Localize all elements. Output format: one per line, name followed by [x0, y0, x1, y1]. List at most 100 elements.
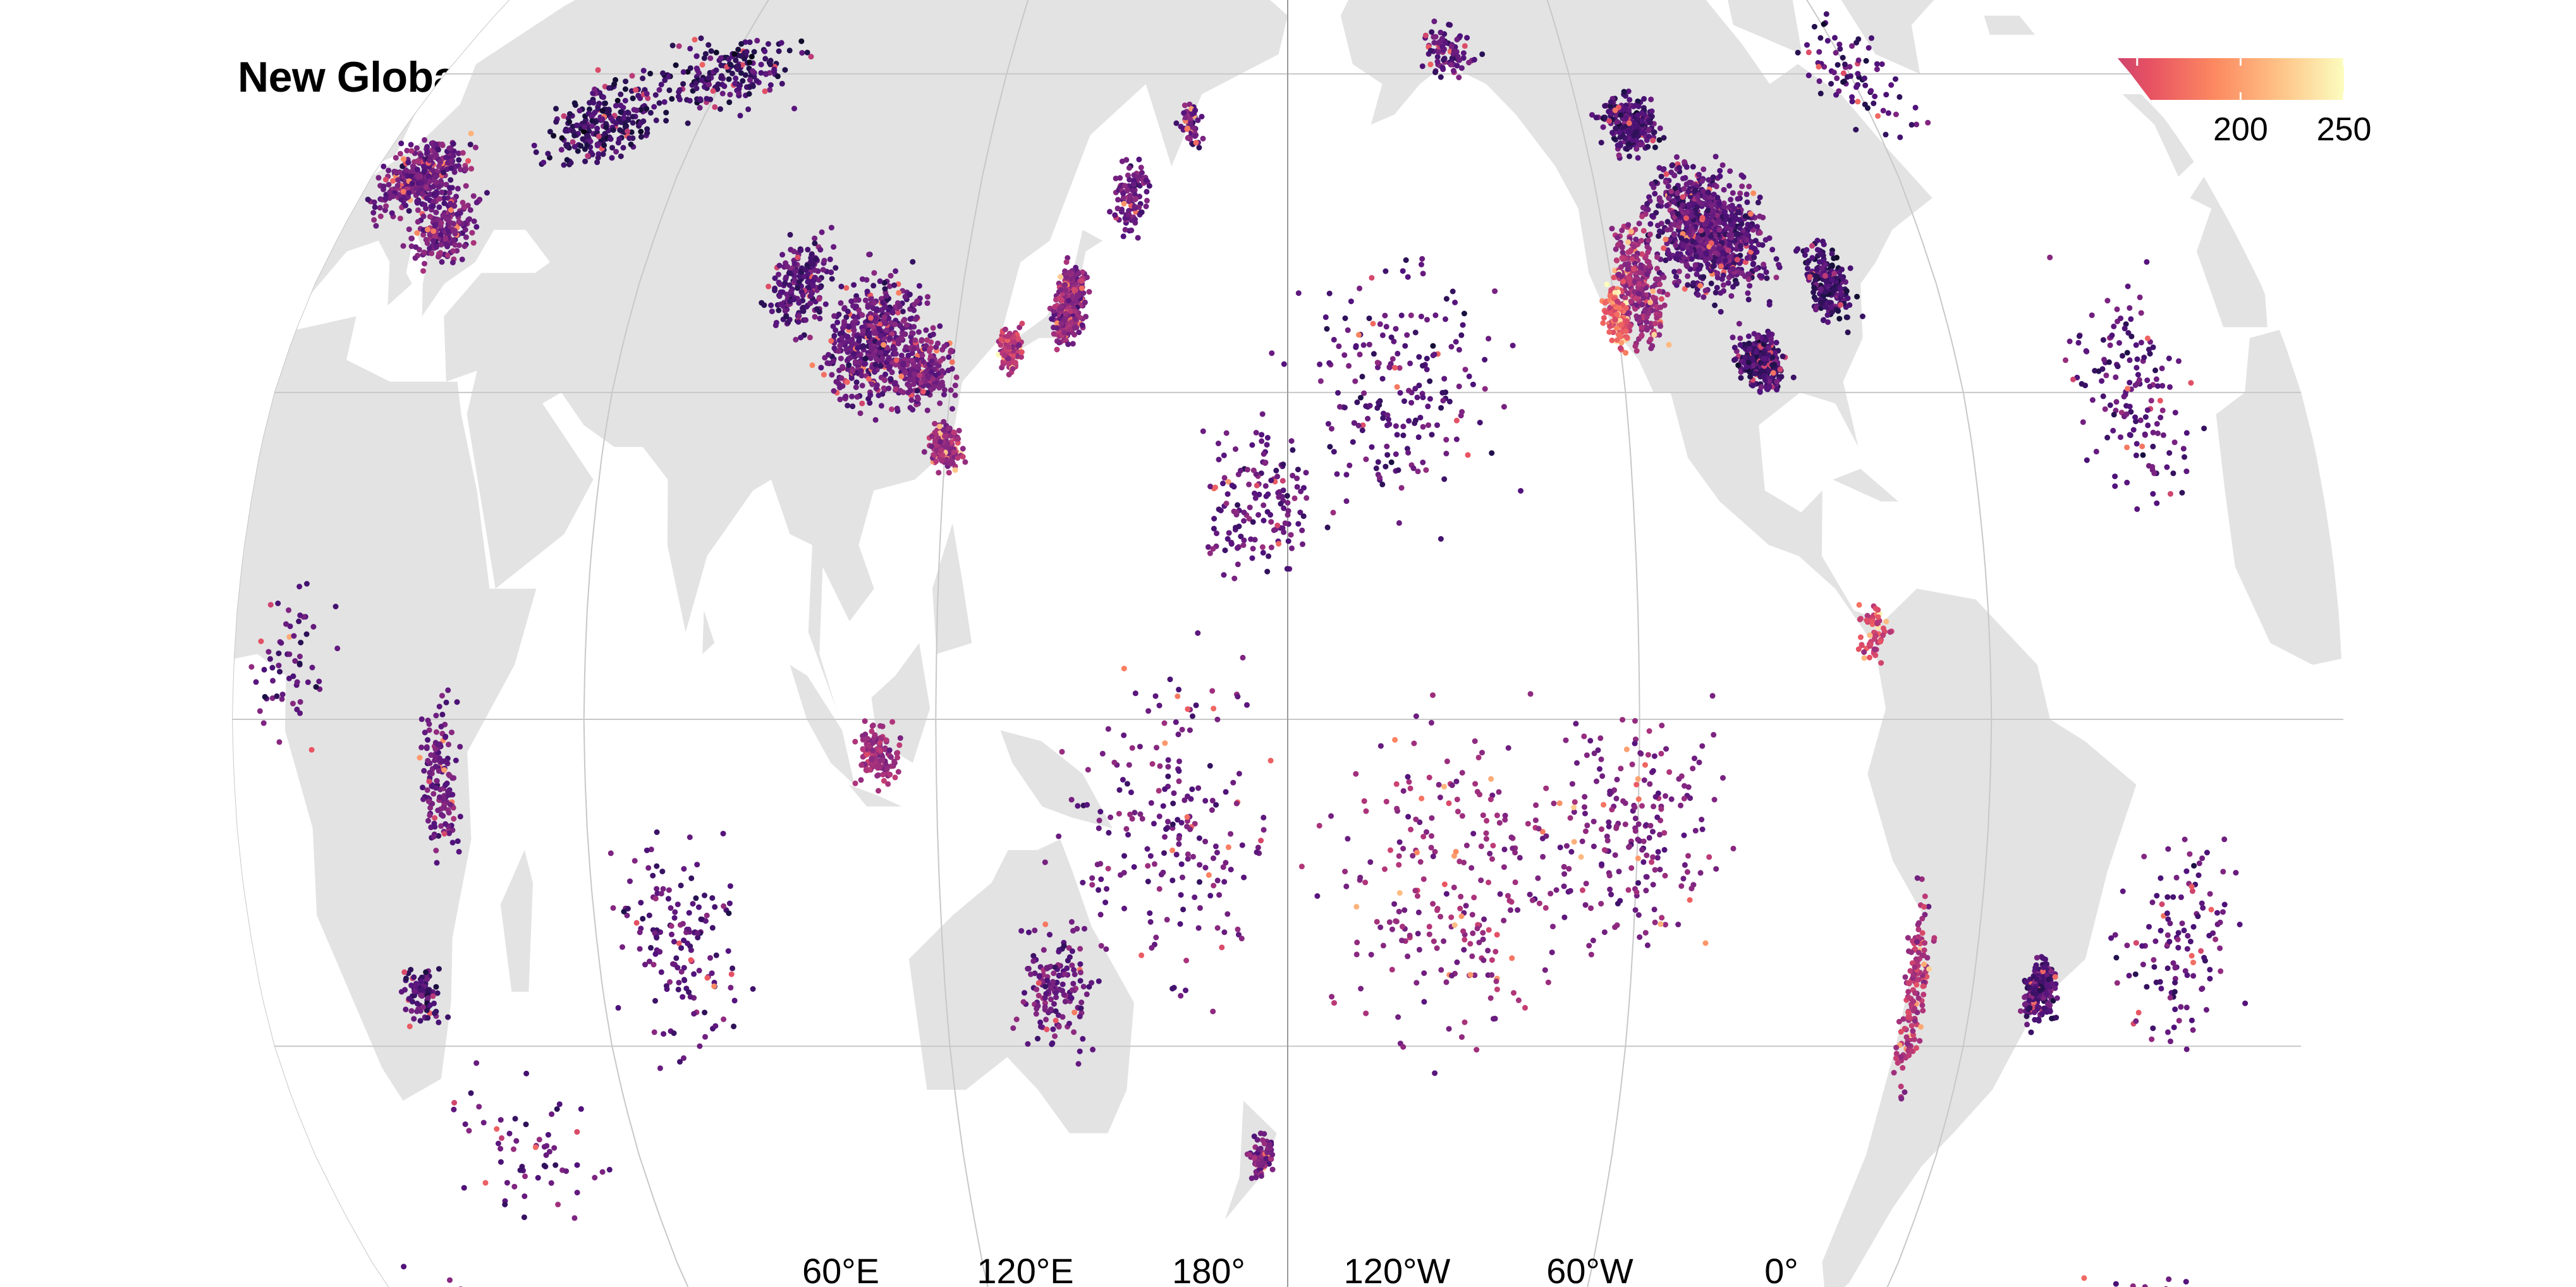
heat-flow-point [1745, 290, 1751, 296]
heat-flow-point [1684, 209, 1690, 215]
heat-flow-point [1746, 183, 1752, 190]
heat-flow-point [1663, 236, 1669, 243]
heat-flow-point [1063, 310, 1069, 317]
heat-flow-point [936, 470, 942, 476]
heat-flow-point [465, 158, 472, 164]
heat-flow-point [1079, 322, 1085, 328]
heat-flow-point [1754, 224, 1761, 230]
heat-flow-point [855, 297, 862, 303]
heat-flow-point [1766, 331, 1773, 337]
heat-flow-point [1713, 183, 1719, 190]
heat-flow-point [414, 166, 420, 173]
heat-flow-point [1441, 56, 1448, 62]
heat-flow-point [630, 114, 636, 120]
heat-flow-point [438, 220, 444, 226]
heat-flow-point [457, 743, 463, 750]
heat-flow-point [1471, 56, 1477, 63]
heat-flow-point [888, 272, 894, 279]
heat-flow-point [1144, 188, 1150, 195]
heat-flow-point [1814, 265, 1820, 272]
heat-flow-point [1680, 202, 1686, 208]
heat-flow-point [746, 91, 752, 97]
heat-flow-point [1644, 271, 1651, 278]
heat-flow-point [932, 437, 938, 444]
heat-flow-point [445, 228, 451, 235]
heat-flow-point [938, 447, 944, 453]
heat-flow-point [1762, 237, 1769, 243]
heat-flow-point [827, 256, 833, 262]
heat-flow-point [1432, 34, 1439, 40]
heat-flow-point [451, 237, 457, 243]
heat-flow-point [773, 320, 779, 326]
heat-flow-point [661, 99, 668, 105]
heat-flow-point [445, 687, 451, 693]
heat-flow-point [937, 400, 943, 406]
heat-flow-point [1479, 51, 1486, 58]
heat-flow-point [1687, 193, 1694, 200]
heat-flow-point [1639, 333, 1644, 339]
heat-flow-point [873, 386, 879, 391]
heat-flow-point [928, 339, 934, 345]
heat-flow-point [472, 144, 479, 150]
colorbar-tick-label: 200 [2213, 111, 2268, 148]
heat-flow-point [1115, 197, 1121, 203]
heat-flow-point [1001, 352, 1008, 358]
heat-flow-point [1419, 63, 1425, 70]
heat-flow-point [1609, 226, 1615, 232]
heat-flow-point [400, 156, 406, 162]
heat-flow-point [834, 319, 841, 326]
heat-flow-point [1615, 235, 1621, 241]
heat-flow-point [594, 125, 601, 131]
heat-flow-point [1778, 374, 1785, 380]
heat-flow-point [905, 352, 912, 358]
heat-flow-point [784, 264, 791, 270]
heat-flow-point [916, 283, 922, 289]
heat-flow-point [699, 77, 705, 83]
heat-flow-point [633, 87, 639, 93]
heat-flow-point [405, 159, 412, 166]
heat-flow-point [656, 87, 662, 93]
heat-flow-point [658, 82, 664, 88]
heat-flow-point [446, 810, 452, 816]
heat-flow-point [1121, 200, 1127, 207]
heat-flow-point [1860, 314, 1865, 319]
heat-flow-point [439, 141, 445, 147]
heat-flow-point [1131, 181, 1137, 188]
heat-flow-point [1705, 261, 1711, 267]
heat-flow-point [413, 145, 420, 151]
heat-flow-point [439, 189, 445, 195]
heat-flow-point [467, 216, 472, 223]
heat-flow-point [1058, 274, 1064, 280]
heat-flow-point [441, 169, 446, 176]
heat-flow-point [390, 178, 396, 184]
heat-flow-point [1652, 144, 1658, 150]
heat-flow-point [933, 458, 939, 465]
heat-flow-point [443, 821, 449, 827]
colorbar-tick-label: 250 [2317, 111, 2372, 148]
heat-flow-point [1676, 278, 1682, 284]
heat-flow-point [1623, 328, 1629, 334]
heat-flow-point [1744, 255, 1750, 261]
heat-flow-point [693, 53, 700, 59]
land-mass [702, 610, 715, 654]
heat-flow-point [1683, 164, 1690, 170]
heat-flow-point [531, 142, 537, 149]
heat-flow-point [960, 446, 966, 452]
heat-flow-point [1657, 304, 1664, 310]
heat-flow-point [1070, 341, 1076, 347]
heat-flow-point [1715, 217, 1721, 224]
heat-flow-point [802, 267, 809, 273]
heat-flow-point [381, 163, 387, 169]
heat-flow-point [831, 388, 837, 394]
heat-flow-point [1626, 120, 1632, 126]
heat-flow-point [887, 335, 893, 341]
heat-flow-point [453, 757, 459, 764]
heat-flow-point [572, 102, 578, 108]
heat-flow-point [1711, 258, 1717, 264]
heat-flow-point [1745, 296, 1752, 303]
heat-flow-point [1647, 221, 1654, 227]
heat-flow-point [1766, 383, 1773, 389]
heat-flow-point [762, 48, 768, 54]
heat-flow-point [1621, 88, 1627, 95]
heat-flow-point [1624, 334, 1630, 340]
